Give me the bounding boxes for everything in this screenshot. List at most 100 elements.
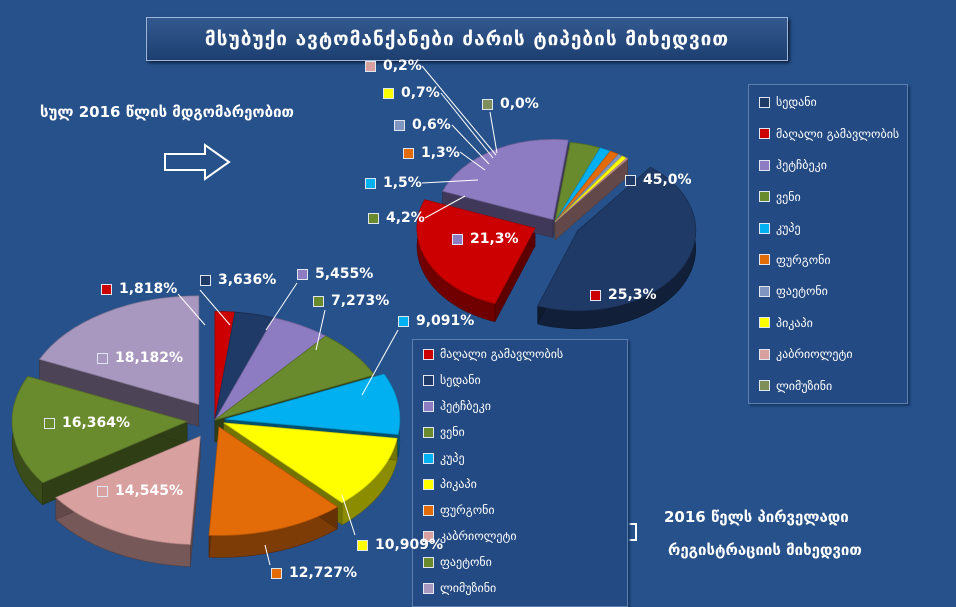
pie2-label-swatch-6 (271, 567, 282, 579)
pie1-label-text-3: 4,2% (386, 210, 425, 226)
pie1-label-text-8: 0,2% (383, 58, 422, 74)
pie1-label-text-4: 1,5% (383, 175, 422, 191)
legend1-item-5: ფურგონი (759, 251, 831, 269)
legend2-swatch-7 (423, 530, 434, 542)
legend2-swatch-8 (423, 556, 434, 568)
legend2-swatch-4 (423, 452, 434, 464)
pie2-leader-line-5 (341, 494, 356, 536)
legend2-swatch-9 (423, 582, 434, 594)
legend1-item-7: პიკაპი (759, 314, 813, 332)
legend2-label-5: პიკაპი (440, 477, 477, 491)
legend2-swatch-6 (423, 504, 434, 516)
pie1-label-text-0: 45,0% (643, 172, 692, 188)
legend1-swatch-4 (759, 222, 770, 234)
pie1-label-swatch-6 (394, 119, 405, 131)
legend1-swatch-5 (759, 254, 770, 265)
legend2-label-1: სედანი (440, 373, 481, 387)
pie2-slice-3 (214, 335, 375, 421)
pie1-data-label-1: 25,3% (590, 287, 657, 303)
pie2-label-text-1: 3,636% (218, 272, 277, 288)
pie2-label-text-8: 16,364% (62, 415, 131, 431)
pie2-leader-line-2 (265, 282, 298, 331)
pie1-label-text-1: 25,3% (608, 287, 657, 303)
legend2-item-4: კუპე (423, 449, 465, 467)
legend2-item-6: ფურგონი (423, 501, 495, 519)
pie1-data-label-4: 1,5% (365, 175, 422, 191)
pie1-data-label-3: 4,2% (368, 210, 425, 226)
legend1-item-1: მაღალი გამავლობის (759, 125, 899, 143)
pie1-label-swatch-8 (365, 60, 376, 72)
legend1-swatch-0 (759, 96, 770, 108)
legend1-item-8: კაბრიოლეტი (759, 345, 853, 363)
pie1-data-label-2: 21,3% (452, 231, 519, 247)
legend2-swatch-3 (423, 426, 434, 438)
pie2-leader-line-6 (264, 544, 271, 566)
pie2-data-label-7: 14,545% (97, 483, 183, 499)
pie2-label-text-2: 5,455% (315, 266, 374, 282)
legend1-swatch-8 (759, 348, 770, 360)
pie1-slice-8 (554, 157, 629, 223)
pie1-label-swatch-5 (403, 147, 414, 159)
pie1-slice-0 (537, 166, 697, 312)
legend1-swatch-7 (759, 317, 770, 328)
pie2-label-text-7: 14,545% (115, 483, 184, 499)
pie2-label-swatch-1 (200, 274, 211, 286)
pie2-label-text-4: 9,091% (416, 313, 475, 329)
registration-note-line1: 2016 წელს პირველადი (664, 508, 849, 526)
legend1-label-9: ლიმუზინი (776, 378, 833, 393)
pie2-label-text-6: 12,727% (289, 565, 358, 581)
legend2-swatch-0 (423, 348, 434, 360)
pie2-label-text-0: 1,818% (119, 281, 178, 297)
legend2-item-0: მაღალი გამავლობის (423, 345, 563, 363)
legend2-label-7: კაბრიოლეტი (440, 529, 517, 543)
legend1-swatch-2 (759, 159, 770, 171)
pie1-leader-line-9 (489, 111, 498, 154)
pie2-leader-line-4 (361, 329, 399, 396)
pie2-data-label-0: 1,818% (101, 281, 177, 297)
legend1-item-3: ვენი (759, 188, 801, 206)
pie1-slice-1 (416, 199, 536, 305)
legend1-label-0: სედანი (776, 95, 817, 109)
legend1-label-3: ვენი (776, 189, 801, 204)
pie2-data-label-1: 3,636% (200, 272, 276, 288)
legend1-label-1: მაღალი გამავლობის (776, 126, 900, 141)
pie2-label-text-3: 7,273% (331, 293, 390, 309)
legend1-label-6: ფაეტონი (776, 284, 828, 298)
legend2-swatch-2 (423, 400, 434, 412)
pie2-slice-9 (38, 295, 200, 405)
legend2-swatch-5 (423, 478, 434, 490)
pie2-leader-line-1 (199, 289, 231, 326)
pie1-leader-line-3 (424, 195, 466, 219)
legend2-label-2: ჰეტჩბეკი (440, 399, 491, 413)
pie1-data-label-0: 45,0% (625, 172, 692, 188)
pie2-data-label-9: 18,182% (97, 350, 183, 366)
legend-total: სედანი მაღალი გამავლობის ჰეტჩბეკი ვენი კუპე ფ… (748, 84, 908, 404)
pie2-label-swatch-7 (97, 485, 108, 497)
legend1-swatch-6 (759, 285, 770, 297)
legend2-item-9: ლიმუზინი (423, 579, 496, 597)
legend2-label-0: მაღალი გამავლობის (440, 347, 564, 361)
pie1-label-text-9: 0,0% (500, 96, 539, 112)
legend1-swatch-3 (759, 191, 770, 202)
legend1-item-9: ლიმუზინი (759, 377, 832, 395)
legend1-label-2: ჰეტჩბეკი (776, 158, 827, 172)
legend2-swatch-1 (423, 374, 434, 386)
pie1-label-swatch-0 (625, 174, 636, 186)
pie1-label-text-2: 21,3% (470, 231, 519, 247)
legend-registration: მაღალი გამავლობის სედანი ჰეტჩბეკი ვენი კუპე პ… (412, 339, 628, 607)
pie1-data-label-5: 1,3% (403, 145, 460, 161)
pie2-leader-line-0 (177, 293, 206, 326)
pie2-data-label-6: 12,727% (271, 565, 357, 581)
pie1-label-text-7: 0,7% (401, 85, 440, 101)
pie1-label-text-5: 1,3% (421, 145, 460, 161)
legend1-label-7: პიკაპი (776, 315, 813, 330)
legend2-label-9: ლიმუზინი (440, 581, 497, 595)
legend1-item-4: კუპე (759, 219, 801, 237)
legend2-item-2: ჰეტჩბეკი (423, 397, 491, 415)
pie1-data-label-8: 0,2% (365, 58, 422, 74)
legend1-item-6: ფაეტონი (759, 282, 828, 300)
legend1-swatch-9 (759, 380, 770, 391)
pie2-label-swatch-8 (44, 417, 55, 429)
pie1-leader-line-8 (421, 65, 497, 156)
